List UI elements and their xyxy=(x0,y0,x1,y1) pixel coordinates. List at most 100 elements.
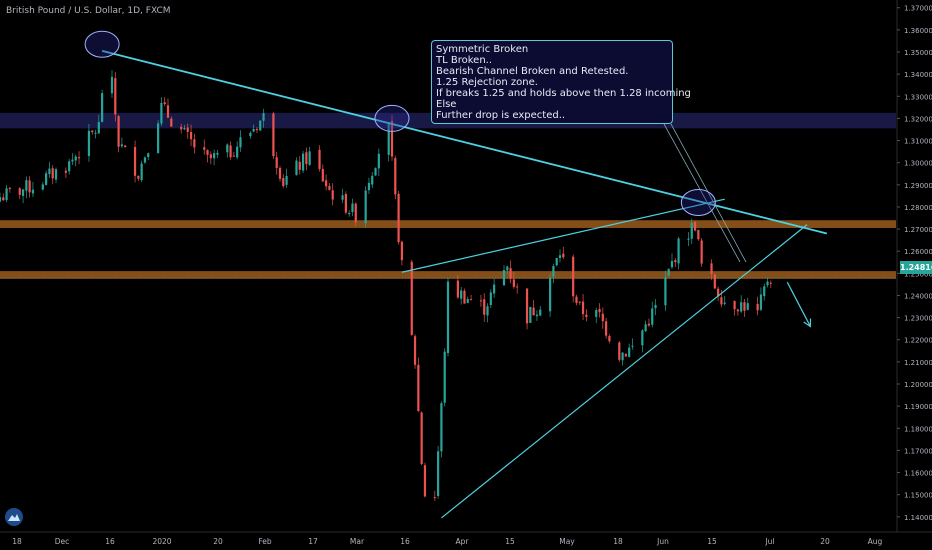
candle-body xyxy=(456,280,459,298)
price-zone[interactable] xyxy=(0,220,896,228)
candle-body xyxy=(183,128,186,130)
drawings-layer xyxy=(84,30,828,519)
candle-body xyxy=(555,257,558,266)
projection-arrowhead xyxy=(803,318,812,328)
x-tick-label: 20 xyxy=(820,537,830,546)
candle-body xyxy=(77,157,81,159)
y-tick-label: 1.21000 xyxy=(904,359,932,367)
candle-body xyxy=(301,153,305,171)
candle-body xyxy=(677,238,680,264)
candle-body xyxy=(687,238,690,240)
candle-body xyxy=(206,149,209,155)
x-tick-label: 18 xyxy=(12,537,22,546)
annotation-callout[interactable]: Symmetric Broken TL Broken.. Bearish Cha… xyxy=(431,40,691,124)
candle-body xyxy=(328,185,331,190)
candle-body xyxy=(213,153,216,159)
annotation-line: Further drop is expected.. xyxy=(436,110,566,121)
candle-body xyxy=(562,253,565,258)
y-tick-label: 1.14000 xyxy=(904,514,932,522)
candle-body xyxy=(278,167,282,179)
candle-body xyxy=(558,255,562,258)
candle-body xyxy=(354,203,357,223)
candle-body xyxy=(249,132,252,137)
candle-body xyxy=(651,308,654,325)
y-tick-label: 1.37000 xyxy=(904,5,932,13)
x-tick-label: Aug xyxy=(868,537,883,546)
candle-body xyxy=(252,129,255,132)
candle-body xyxy=(25,180,28,191)
highlight-circle[interactable] xyxy=(374,104,410,132)
candle-body xyxy=(608,336,611,342)
y-tick-label: 1.27000 xyxy=(904,226,932,234)
candle-body xyxy=(463,290,466,304)
candle-body xyxy=(598,308,601,313)
candle-body xyxy=(746,303,749,310)
candle-body xyxy=(157,123,160,154)
candle-body xyxy=(124,145,127,148)
candle-body xyxy=(621,352,624,361)
candle-body xyxy=(506,266,509,271)
candle-body xyxy=(117,116,120,147)
candle-body xyxy=(423,465,427,497)
candle-body xyxy=(186,127,189,132)
candle-body xyxy=(229,145,232,158)
candle-body xyxy=(437,451,440,496)
candle-body xyxy=(400,241,403,261)
candle-body xyxy=(489,292,492,306)
candle-body xyxy=(763,286,766,297)
x-tick-label: Mar xyxy=(350,537,365,546)
annotation-line: If breaks 1.25 and holds above then 1.28… xyxy=(436,88,691,99)
candle-body xyxy=(305,152,308,165)
trendline[interactable] xyxy=(441,224,808,519)
candle-body xyxy=(97,122,100,134)
candle-body xyxy=(766,281,769,286)
candle-body xyxy=(2,197,5,201)
candle-body xyxy=(759,294,763,310)
candle-body xyxy=(226,144,229,153)
candle-body xyxy=(163,102,166,104)
candle-body xyxy=(48,168,51,175)
candle-body xyxy=(321,168,324,182)
y-tick-label: 1.16000 xyxy=(904,470,932,478)
candle-body xyxy=(387,121,390,155)
candle-body xyxy=(137,175,140,179)
candle-body xyxy=(31,189,35,194)
y-tick-label: 1.22000 xyxy=(904,337,932,345)
candle-body xyxy=(512,279,515,287)
candle-body xyxy=(147,153,150,158)
candle-body xyxy=(535,314,539,317)
candle-body xyxy=(367,182,371,191)
candle-body xyxy=(209,154,212,159)
candle-body xyxy=(28,180,31,193)
candle-body xyxy=(647,323,651,326)
candle-body xyxy=(298,161,301,170)
candle-body xyxy=(723,302,726,304)
price-zone[interactable] xyxy=(0,271,896,279)
candle-body xyxy=(502,270,506,286)
candle-body xyxy=(110,76,114,94)
candle-body xyxy=(364,190,367,224)
candle-body xyxy=(160,102,163,124)
candle-body xyxy=(262,113,265,121)
mountain-icon xyxy=(8,514,20,521)
candle-body xyxy=(549,277,552,312)
x-tick-label: Jul xyxy=(764,537,774,546)
candle-body xyxy=(516,286,519,288)
tradingview-logo-icon[interactable] xyxy=(5,508,23,526)
candle-body xyxy=(479,300,483,302)
candle-body xyxy=(552,265,555,277)
candle-body xyxy=(486,306,489,316)
candle-body xyxy=(180,126,183,130)
candle-body xyxy=(18,188,21,195)
candle-body xyxy=(351,203,354,212)
projection-arrow[interactable] xyxy=(786,281,811,327)
trendline[interactable] xyxy=(401,198,725,273)
candle-body xyxy=(94,132,97,134)
price-axis[interactable]: 1.37000 1.36000 1.35000 1.34000 1.33000 1.320… xyxy=(897,5,932,522)
highlight-circle[interactable] xyxy=(680,189,716,217)
candle-body xyxy=(690,222,693,239)
highlight-circle[interactable] xyxy=(84,30,120,58)
time-axis[interactable]: 18 Dec 16 2020 20 Feb 17 Mar 16 Apr 15 May 18 Jun 15 Ju… xyxy=(12,537,882,546)
candle-body xyxy=(628,347,631,357)
candle-body xyxy=(581,301,585,315)
